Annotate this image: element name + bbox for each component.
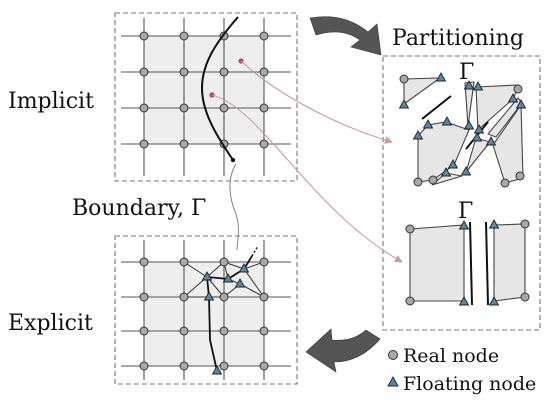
partitioning-label: Partitioning — [392, 26, 524, 51]
implicit-panel — [114, 12, 298, 182]
boundary-segment-lower-left — [469, 221, 473, 306]
explicit-panel-border — [114, 235, 298, 385]
partition-pieces-lower — [409, 223, 526, 302]
boundary-segment-upper-left — [421, 95, 452, 120]
floating-node-icon — [387, 376, 399, 387]
legend: Real node Floating node — [387, 345, 536, 395]
implicit-label: Implicit — [8, 89, 94, 114]
partition-lower-floating-nodes — [458, 219, 500, 306]
mapping-arrow-lower — [211, 94, 403, 263]
explicit-label: Explicit — [8, 311, 93, 336]
boundary-connector — [229, 163, 239, 251]
partition-pieces-upper — [403, 77, 524, 186]
explicit-boundary-dashed-extension — [251, 245, 259, 257]
implicit-real-nodes — [139, 31, 269, 149]
partitioning-panel: Γ Γ — [382, 55, 541, 331]
gamma-label-bottom: Γ — [458, 199, 473, 224]
partition-upper-floating-nodes — [398, 72, 527, 177]
gamma-label-top: Γ — [459, 60, 474, 85]
partitioned-lower-element: Γ — [405, 199, 530, 306]
implicit-panel-border — [114, 12, 298, 182]
legend-floating-label: Floating node — [403, 373, 536, 395]
partitioning-panel-border — [382, 55, 541, 331]
big-arrow-to-explicit — [305, 328, 381, 373]
partition-upper-real-nodes — [399, 74, 525, 188]
big-arrow-to-partitioning — [309, 16, 382, 56]
explicit-panel — [114, 235, 298, 385]
implicit-boundary-curve — [200, 16, 239, 163]
explicit-floating-nodes — [201, 263, 250, 375]
partition-lower-real-nodes — [405, 219, 530, 306]
mapping-arrow-upper — [240, 60, 393, 144]
legend-real-label: Real node — [403, 345, 499, 367]
partitioned-upper-element: Γ — [398, 60, 527, 188]
real-node-icon — [388, 350, 398, 360]
boundary-label: Boundary, Γ — [72, 196, 206, 221]
implicit-element-fill — [144, 36, 264, 144]
explicit-real-nodes — [139, 257, 269, 371]
boundary-segment-lower-right — [485, 221, 489, 306]
